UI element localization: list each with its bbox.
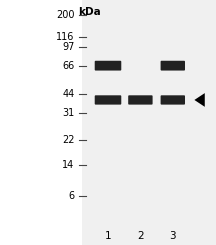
Text: 1: 1 — [105, 232, 111, 241]
Text: 3: 3 — [170, 232, 176, 241]
FancyBboxPatch shape — [128, 95, 152, 105]
Text: kDa: kDa — [78, 7, 100, 17]
Text: 116: 116 — [56, 32, 75, 42]
FancyBboxPatch shape — [95, 95, 121, 105]
Text: 31: 31 — [62, 108, 75, 118]
Text: 6: 6 — [68, 191, 75, 201]
Polygon shape — [194, 93, 205, 107]
Text: 66: 66 — [62, 61, 75, 71]
Text: 22: 22 — [62, 135, 75, 145]
Text: 200: 200 — [56, 10, 75, 20]
Bar — [0, 0, 82, 245]
Text: 44: 44 — [62, 89, 75, 98]
FancyBboxPatch shape — [160, 95, 185, 105]
FancyBboxPatch shape — [95, 61, 121, 71]
Text: 14: 14 — [62, 160, 75, 170]
Text: 97: 97 — [62, 42, 75, 51]
Text: 2: 2 — [137, 232, 144, 241]
FancyBboxPatch shape — [160, 61, 185, 71]
Bar — [82, 0, 216, 245]
